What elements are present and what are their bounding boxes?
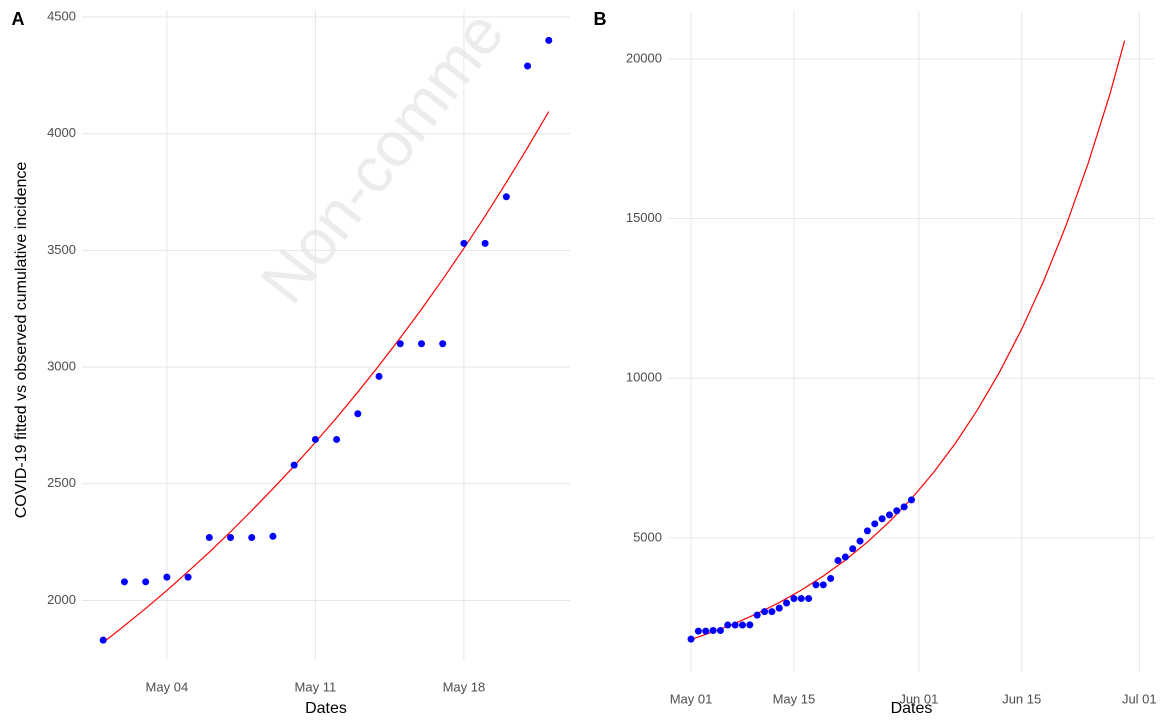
observed-point xyxy=(768,608,776,616)
observed-point xyxy=(99,636,107,644)
x-tick-label: Jul 01 xyxy=(1122,691,1157,706)
fitted-line xyxy=(102,111,550,643)
y-tick-label: 3000 xyxy=(47,359,76,374)
observed-point xyxy=(248,533,256,541)
y-tick-label: 3500 xyxy=(47,242,76,257)
observed-point xyxy=(205,533,213,541)
observed-point xyxy=(417,340,425,348)
x-tick-label: May 15 xyxy=(773,691,816,706)
y-tick-label: 5000 xyxy=(633,529,662,544)
panel-label: B xyxy=(594,9,607,29)
observed-point xyxy=(819,581,827,589)
observed-point xyxy=(746,621,754,629)
observed-point xyxy=(354,410,362,418)
x-tick-label: May 18 xyxy=(443,679,486,694)
observed-point xyxy=(856,537,864,545)
observed-point xyxy=(481,239,489,247)
observed-point xyxy=(834,557,842,565)
y-tick-label: 4500 xyxy=(47,8,76,23)
observed-point xyxy=(731,621,739,629)
observed-point xyxy=(687,635,695,643)
observed-point xyxy=(311,435,319,443)
observed-point xyxy=(333,435,341,443)
x-tick-label: May 04 xyxy=(146,679,189,694)
observed-point xyxy=(120,578,128,586)
observed-point xyxy=(724,621,732,629)
observed-point xyxy=(702,627,710,635)
observed-point xyxy=(797,595,805,603)
observed-point xyxy=(524,62,532,70)
observed-point xyxy=(775,604,783,612)
observed-point xyxy=(790,595,798,603)
x-tick-label: May 01 xyxy=(670,691,713,706)
observed-point xyxy=(439,340,447,348)
observed-point xyxy=(460,239,468,247)
observed-point xyxy=(827,574,835,582)
x-axis-title: Dates xyxy=(891,700,933,717)
observed-point xyxy=(184,573,192,581)
y-tick-label: 4000 xyxy=(47,125,76,140)
observed-point xyxy=(545,36,553,44)
observed-point xyxy=(863,527,871,535)
panel-label: A xyxy=(12,9,25,29)
observed-point xyxy=(761,608,769,616)
observed-point xyxy=(694,627,702,635)
observed-point xyxy=(805,595,813,603)
x-tick-label: Jun 15 xyxy=(1002,691,1041,706)
watermark: Non-comme xyxy=(246,0,517,316)
y-tick-label: 20000 xyxy=(626,50,662,65)
x-tick-label: May 11 xyxy=(295,679,337,694)
observed-point xyxy=(716,626,724,634)
observed-point xyxy=(841,553,849,561)
observed-point xyxy=(885,511,893,519)
observed-point xyxy=(878,515,886,523)
y-tick-label: 15000 xyxy=(626,210,662,225)
y-axis-title: COVID-19 fitted vs observed cumulative i… xyxy=(13,162,30,519)
observed-point xyxy=(812,581,820,589)
observed-point xyxy=(709,626,717,634)
x-axis-title: Dates xyxy=(305,700,347,717)
observed-point xyxy=(893,507,901,515)
observed-point xyxy=(290,461,298,469)
y-tick-label: 2500 xyxy=(47,475,76,490)
observed-point xyxy=(227,533,235,541)
observed-point xyxy=(900,503,908,511)
fitted-line xyxy=(690,40,1126,640)
observed-point xyxy=(375,372,383,380)
y-tick-label: 2000 xyxy=(47,592,76,607)
observed-point xyxy=(738,621,746,629)
observed-point xyxy=(908,496,915,504)
observed-point xyxy=(753,611,761,619)
observed-point xyxy=(142,578,150,586)
y-tick-label: 10000 xyxy=(626,370,662,385)
x-tick-label: Jun 01 xyxy=(899,691,938,706)
observed-point xyxy=(269,532,277,540)
observed-point xyxy=(502,193,510,201)
observed-point xyxy=(163,573,171,581)
observed-point xyxy=(396,340,404,348)
observed-point xyxy=(849,545,857,553)
observed-point xyxy=(783,599,791,607)
observed-point xyxy=(871,520,879,528)
